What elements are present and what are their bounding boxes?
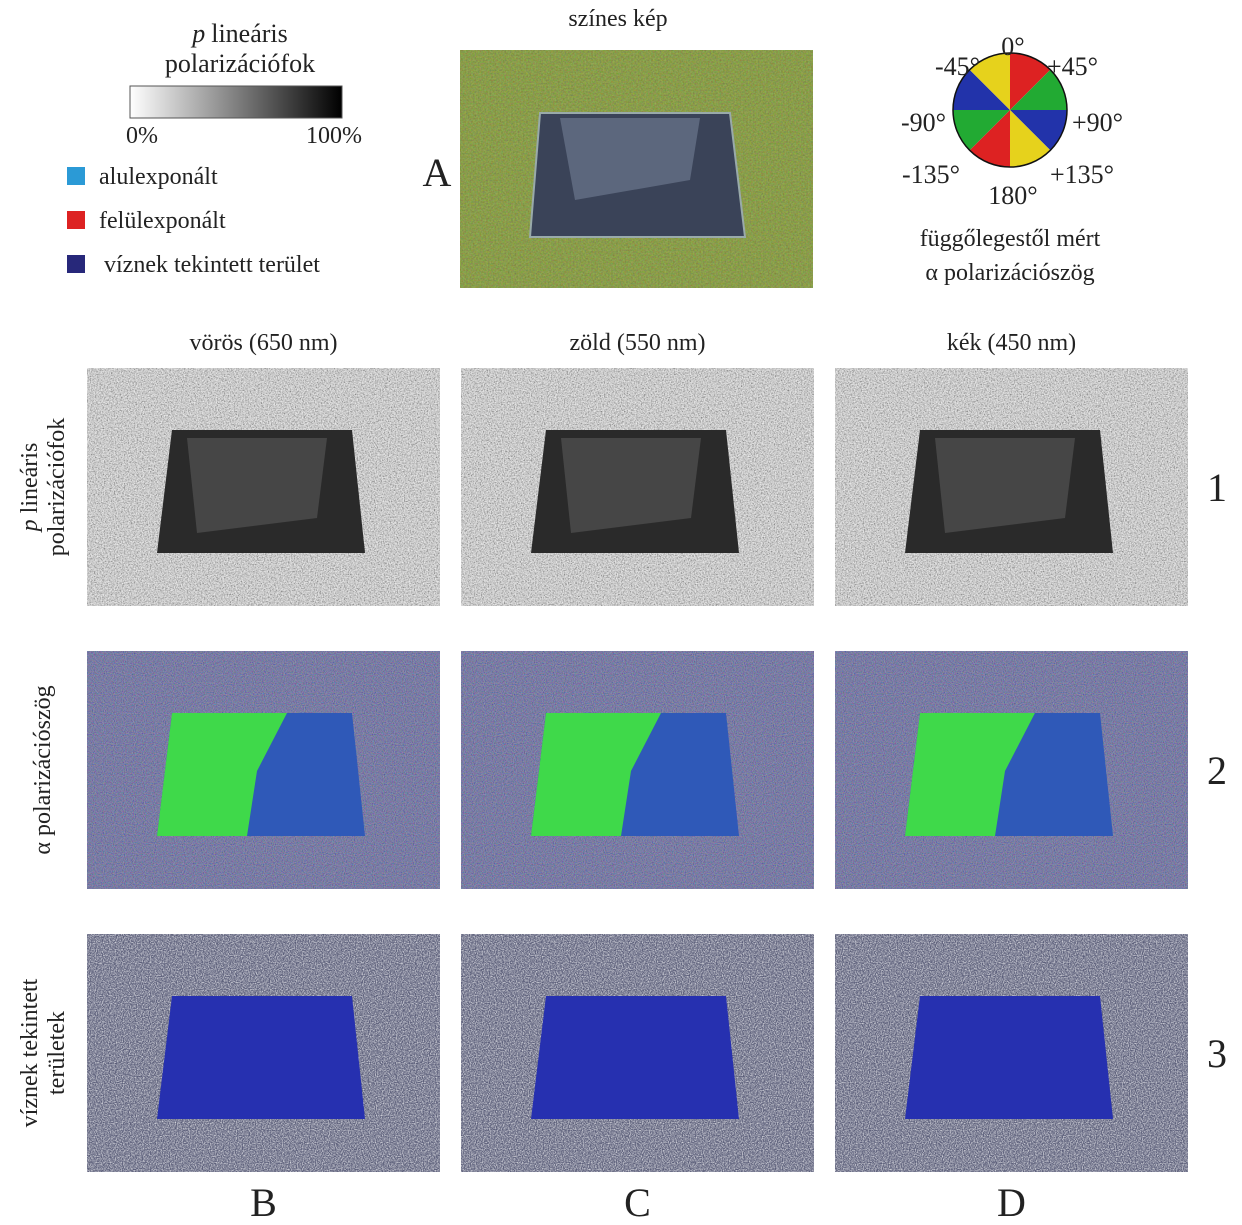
- column-header: vörös (650 nm): [190, 330, 338, 356]
- scale-min: 0%: [126, 123, 158, 149]
- row-number: 1: [1207, 465, 1227, 510]
- row-label: α polarizációszög: [30, 685, 56, 854]
- water-highlight: [187, 438, 327, 533]
- legend-label: felülexponált: [99, 208, 226, 234]
- column-letter: D: [997, 1180, 1026, 1225]
- wheel-caption: α polarizációszög: [925, 260, 1094, 286]
- image-panel: [461, 651, 814, 889]
- row-label: területek: [44, 1011, 70, 1095]
- scale-max: 100%: [306, 123, 362, 149]
- row-label: víznek tekintett: [17, 978, 43, 1127]
- gradient-bar: [130, 86, 342, 118]
- color-image-title: színes kép: [568, 6, 667, 32]
- legend-swatch: [67, 167, 85, 185]
- wheel-label: +135°: [1050, 160, 1114, 189]
- row-label: p lineáris: [17, 443, 43, 534]
- water-highlight: [935, 438, 1075, 533]
- legend-swatch: [67, 211, 85, 229]
- wheel-label: -45°: [935, 52, 980, 81]
- legend-label: alulexponált: [99, 164, 218, 190]
- legend-title-symbol: p: [190, 19, 205, 48]
- wheel-caption: függőlegestől mért: [920, 226, 1101, 252]
- legend-items: alulexponált felülexponált víznek tekintet…: [67, 164, 320, 278]
- column-letter: C: [624, 1180, 651, 1225]
- figure: plineáris polarizációfok 0% 100% alulexp…: [0, 0, 1242, 1225]
- water-area: [905, 996, 1113, 1119]
- image-panel: [835, 368, 1188, 606]
- wheel-label: +90°: [1072, 108, 1123, 137]
- legend-title-line2: polarizációfok: [165, 49, 315, 78]
- image-panel: [461, 368, 814, 606]
- image-panel: [835, 934, 1188, 1172]
- row-number: 3: [1207, 1031, 1227, 1076]
- legend-title-text: lineáris: [211, 19, 288, 48]
- column-header: kék (450 nm): [947, 330, 1076, 356]
- row-number: 2: [1207, 748, 1227, 793]
- image-panel: [835, 651, 1188, 889]
- angle-wheel: 0° +45° +90° +135° 180° -135° -90° -45°: [901, 32, 1123, 210]
- water-highlight: [561, 438, 701, 533]
- legend-swatch: [67, 255, 85, 273]
- color-image-letter: A: [423, 150, 452, 195]
- image-panel: [87, 934, 440, 1172]
- wheel-label: +45°: [1047, 52, 1098, 81]
- wheel-label: -135°: [902, 160, 960, 189]
- water-area: [157, 996, 365, 1119]
- legend-label: víznek tekintett terület: [104, 252, 320, 278]
- row-label: polarizációfok: [44, 418, 70, 557]
- row-label-symbol: p: [17, 519, 43, 533]
- image-panel: [87, 651, 440, 889]
- water-area: [531, 996, 739, 1119]
- column-header: zöld (550 nm): [570, 330, 706, 356]
- wheel-label: 0°: [1001, 32, 1024, 61]
- image-panel: [461, 934, 814, 1172]
- color-image: [460, 50, 813, 288]
- image-panel: [87, 368, 440, 606]
- column-letter: B: [250, 1180, 277, 1225]
- wheel-label: 180°: [988, 181, 1037, 210]
- wheel-label: -90°: [901, 108, 946, 137]
- row-label-text: lineáris: [17, 443, 43, 514]
